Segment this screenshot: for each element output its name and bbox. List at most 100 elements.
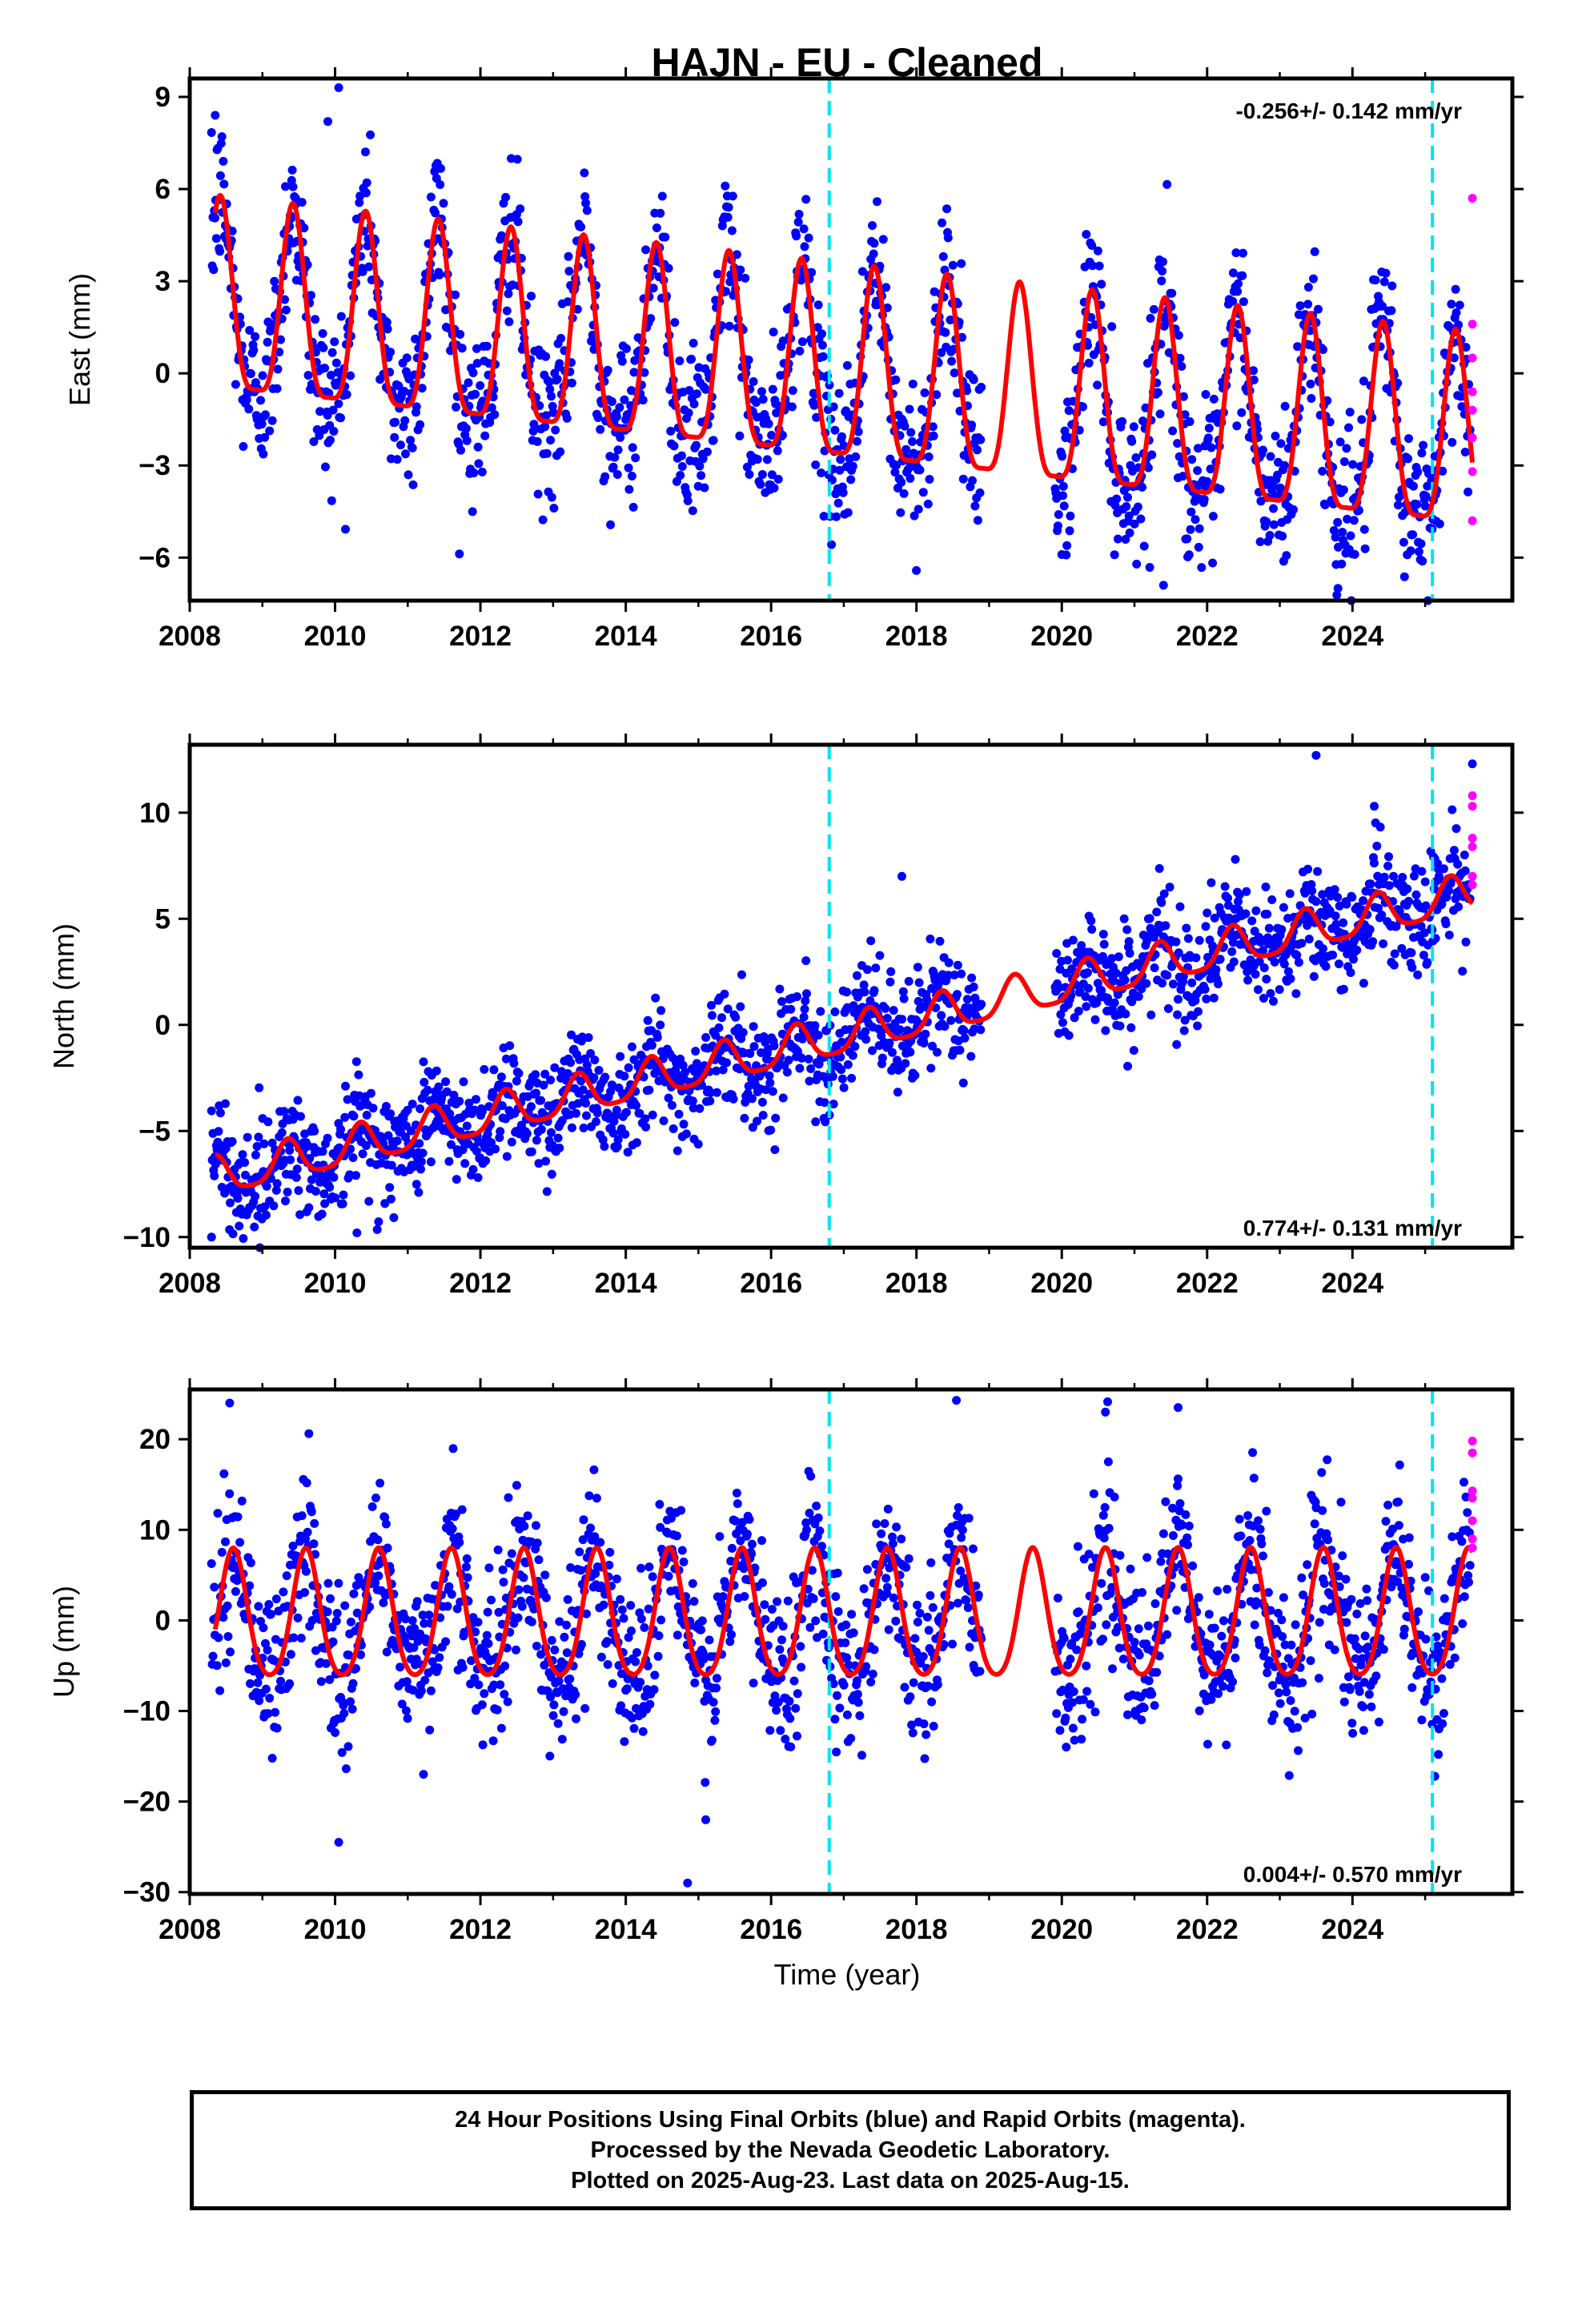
up-final-orbit-point [737,1518,747,1527]
east-final-orbit-point [549,504,559,513]
east-final-orbit-point [329,427,339,436]
east-final-orbit-point [311,315,320,324]
east-final-orbit-point [1162,179,1172,189]
up-final-orbit-point [813,1513,823,1522]
up-final-orbit-point [276,1676,285,1686]
east-final-orbit-point [600,472,610,481]
up-final-orbit-point [786,1742,796,1751]
north-final-orbit-point [1114,952,1123,962]
up-final-orbit-point [527,1617,536,1626]
up-final-orbit-point [616,1669,626,1679]
up-final-orbit-point [591,1569,600,1578]
east-final-orbit-point [606,520,616,529]
north-final-orbit-point [813,1031,823,1040]
east-final-orbit-point [1348,460,1358,469]
east-final-orbit-point [608,462,618,472]
north-final-orbit-point [976,1025,986,1035]
east-final-orbit-point [1381,268,1391,278]
up-final-orbit-point [933,1680,942,1689]
north-final-orbit-point [797,1053,806,1063]
up-final-orbit-point [944,1539,954,1549]
north-final-orbit-point [442,1087,452,1096]
up-final-orbit-point [498,1565,508,1574]
up-final-orbit-point [785,1696,794,1706]
east-final-orbit-point [336,413,345,423]
east-final-orbit-point [692,440,701,450]
up-final-orbit-point [889,1593,898,1602]
north-final-orbit-point [901,1059,910,1068]
north-final-orbit-point [221,1144,231,1153]
up-final-orbit-point [562,1648,572,1658]
east-final-orbit-point [1124,511,1134,521]
north-final-orbit-point [1266,989,1275,998]
up-final-orbit-point [263,1645,272,1655]
north-final-orbit-point [612,1105,621,1115]
east-final-orbit-point [892,460,901,470]
up-final-orbit-point [627,1626,636,1635]
north-final-orbit-point [722,1058,731,1068]
north-final-orbit-point [1175,902,1185,911]
up-final-orbit-point [957,1533,966,1542]
east-final-orbit-point [631,453,640,463]
north-final-orbit-point [1279,903,1288,912]
up-final-orbit-point [954,1503,963,1512]
east-final-orbit-point [1147,450,1157,460]
east-final-orbit-point [1193,466,1203,476]
up-final-orbit-point [492,1705,502,1715]
north-final-orbit-point [1338,943,1347,952]
north-final-orbit-point [1409,871,1419,881]
east-final-orbit-point [355,198,364,207]
up-final-orbit-point [929,1722,938,1731]
east-final-orbit-point [341,525,350,534]
up-final-orbit-point [452,1510,460,1518]
east-final-orbit-point [1306,380,1315,388]
north-final-orbit-point [1335,901,1344,911]
north-final-orbit-point [1339,984,1348,994]
east-final-orbit-point [1333,517,1343,527]
up-final-orbit-point [1073,1542,1082,1551]
east-final-orbit-point [1452,308,1461,317]
up-final-orbit-point [267,1754,277,1763]
north-final-orbit-point [1321,962,1331,971]
east-model-fit-line [212,192,1476,519]
up-final-orbit-point [339,1709,349,1718]
up-final-orbit-point [1168,1531,1178,1540]
up-final-orbit-point [801,1518,811,1527]
up-final-orbit-point [513,1613,523,1622]
up-final-orbit-point [830,1715,840,1724]
up-final-orbit-point [650,1671,660,1680]
north-final-orbit-point [496,1072,506,1082]
north-final-orbit-point [782,1068,792,1077]
east-final-orbit-point [1122,502,1131,511]
east-final-orbit-point [727,226,737,235]
north-final-orbit-point [853,971,861,980]
north-final-orbit-point [850,1042,860,1051]
east-final-orbit-point [382,317,391,327]
east-final-orbit-point [1237,408,1247,417]
east-x-tick-label: 2022 [1176,621,1239,652]
north-final-orbit-point [420,1077,429,1087]
north-final-orbit-point [1098,951,1107,961]
east-final-orbit-point [469,468,479,477]
north-final-orbit-point [1111,968,1121,978]
north-final-orbit-point [512,1076,521,1086]
north-final-orbit-point [627,1042,636,1051]
east-final-orbit-point [431,208,440,218]
north-final-orbit-point [1229,957,1239,967]
up-final-orbit-point [1104,1523,1114,1533]
up-final-orbit-point [455,1538,464,1547]
north-final-orbit-point [354,1070,363,1080]
east-final-orbit-point [1231,248,1241,258]
up-final-orbit-point [545,1751,555,1761]
north-final-orbit-point [358,1149,367,1159]
north-final-orbit-point [620,1072,629,1081]
up-final-orbit-point [806,1471,816,1481]
east-final-orbit-point [462,436,472,445]
north-final-orbit-point [810,1021,820,1031]
east-final-orbit-point [1447,300,1456,309]
north-final-orbit-point [1107,954,1117,963]
east-final-orbit-point [899,489,909,498]
north-final-orbit-point [1390,949,1399,959]
up-final-orbit-point [707,1735,717,1745]
north-final-orbit-point [254,1132,263,1142]
